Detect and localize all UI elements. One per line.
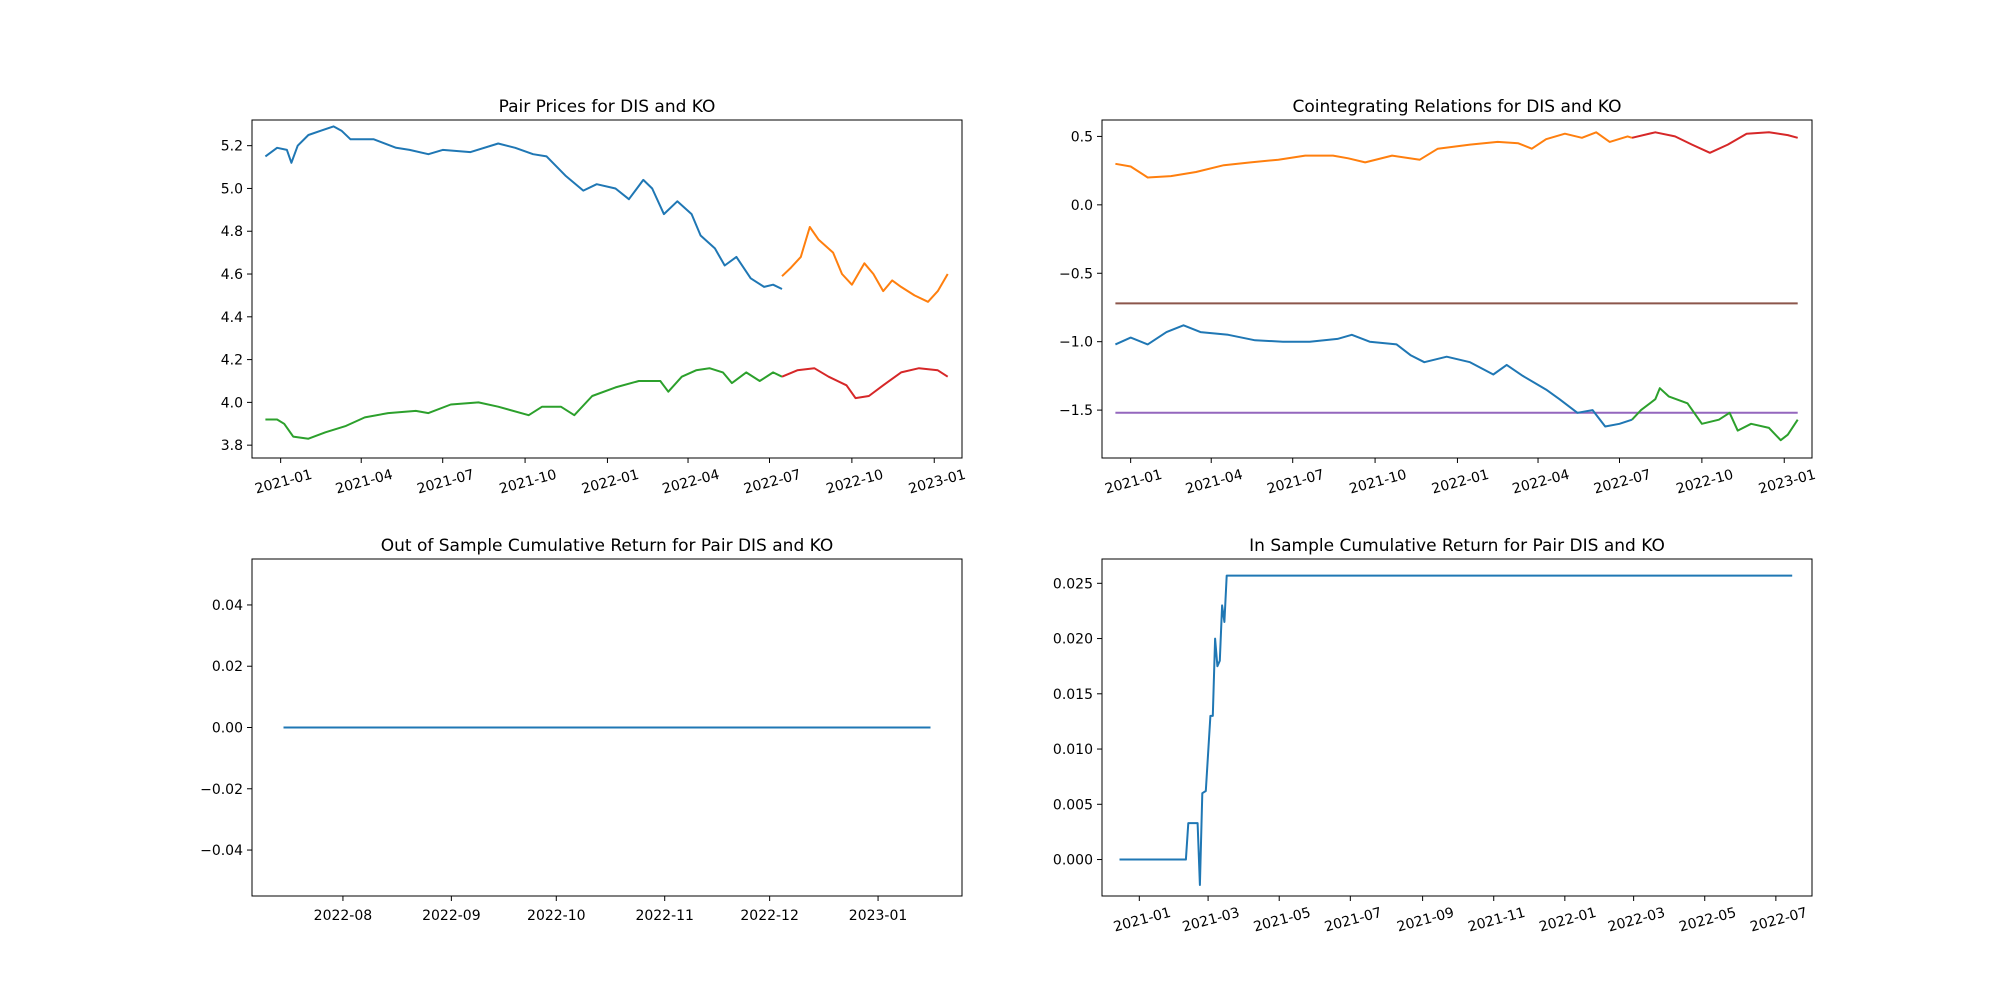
series-line-4: [1631, 131, 1798, 154]
y-tick-label: 4.2: [221, 353, 243, 369]
y-tick-label: 4.8: [221, 224, 243, 240]
chart-title: In Sample Cumulative Return for Pair DIS…: [1249, 536, 1665, 556]
x-tick-label: 2022-07: [1748, 905, 1809, 936]
x-tick-label: 2021-01: [253, 467, 314, 498]
series-line-2: [781, 226, 949, 303]
x-tick-label: 2022-04: [661, 467, 722, 498]
x-tick-label: 2022-11: [635, 908, 694, 924]
x-tick-label: 2022-07: [1592, 467, 1653, 498]
x-tick-label: 2022-09: [422, 908, 481, 924]
x-tick-label: 2021-09: [1395, 905, 1456, 936]
y-tick-label: 0.00: [212, 721, 243, 737]
x-tick-label: 2023-01: [849, 908, 908, 924]
y-tick-label: 0.010: [1053, 742, 1093, 758]
chart-title: Cointegrating Relations for DIS and KO: [1293, 97, 1622, 117]
chart-panel-4: In Sample Cumulative Return for Pair DIS…: [1053, 536, 1813, 936]
x-tick-label: 2022-07: [742, 467, 803, 498]
y-tick-label: 0.04: [212, 598, 243, 614]
series-line-1: [264, 125, 783, 290]
y-tick-label: 3.8: [221, 438, 243, 454]
x-tick-label: 2021-05: [1252, 905, 1313, 936]
chart-panel-2: Cointegrating Relations for DIS and KO −1…: [1059, 97, 1818, 497]
plot-frame: [251, 119, 963, 459]
x-tick-label: 2022-01: [580, 467, 641, 498]
x-tick-label: 2022-12: [740, 908, 799, 924]
x-tick-label: 2021-04: [1184, 467, 1245, 498]
x-tick-label: 2022-04: [1511, 467, 1572, 498]
x-tick-label: 2022-10: [1675, 467, 1736, 498]
chart-panel-3: Out of Sample Cumulative Return for Pair…: [200, 536, 963, 924]
x-tick-label: 2021-11: [1466, 905, 1527, 936]
y-tick-label: 0.0: [1071, 198, 1093, 214]
x-tick-label: 2022-10: [825, 467, 886, 498]
x-tick-label: 2023-01: [1757, 467, 1818, 498]
y-tick-label: 4.0: [221, 395, 243, 411]
y-tick-label: −1.0: [1059, 335, 1093, 351]
y-tick-label: 0.025: [1053, 576, 1093, 592]
y-tick-label: 0.020: [1053, 632, 1093, 648]
x-tick-label: 2021-03: [1181, 905, 1242, 936]
series-line-1: [1119, 574, 1793, 886]
y-tick-label: −1.5: [1059, 403, 1093, 419]
y-tick-label: 5.0: [221, 181, 243, 197]
x-tick-label: 2021-04: [334, 467, 395, 498]
series-line-6: [1631, 387, 1799, 442]
x-tick-label: 2021-10: [1348, 467, 1409, 498]
x-tick-label: 2022-08: [314, 908, 373, 924]
chart-title: Out of Sample Cumulative Return for Pair…: [381, 536, 834, 556]
chart-panel-1: Pair Prices for DIS and KO 3.8 4.0 4.2 4.4 4.…: [221, 97, 968, 497]
y-tick-label: 0.015: [1053, 687, 1093, 703]
x-tick-label: 2021-07: [1323, 905, 1384, 936]
y-tick-label: 4.4: [221, 310, 243, 326]
x-tick-label: 2023-01: [907, 467, 968, 498]
y-tick-label: 0.5: [1071, 129, 1093, 145]
y-tick-label: 0.005: [1053, 797, 1093, 813]
x-tick-label: 2022-01: [1537, 905, 1598, 936]
x-tick-label: 2021-01: [1103, 467, 1164, 498]
plot-frame: [1101, 119, 1813, 459]
x-tick-label: 2021-07: [415, 467, 476, 498]
y-tick-label: 5.2: [221, 139, 243, 155]
x-tick-label: 2021-10: [498, 467, 559, 498]
x-tick-label: 2022-05: [1677, 905, 1738, 936]
x-tick-label: 2021-01: [1112, 905, 1173, 936]
series-line-3: [265, 367, 783, 440]
x-tick-label: 2022-01: [1430, 467, 1491, 498]
chart-title: Pair Prices for DIS and KO: [499, 97, 716, 117]
y-tick-label: 4.6: [221, 267, 243, 283]
y-tick-label: −0.5: [1059, 266, 1093, 282]
y-tick-label: −0.04: [200, 843, 243, 859]
x-tick-label: 2022-10: [527, 908, 586, 924]
x-tick-label: 2022-03: [1606, 905, 1667, 936]
y-tick-label: 0.02: [212, 659, 243, 675]
series-line-3: [1115, 131, 1633, 179]
y-tick-label: −0.02: [200, 782, 243, 798]
series-line-5: [1114, 324, 1633, 428]
x-tick-label: 2021-07: [1265, 467, 1326, 498]
y-tick-label: 0.000: [1053, 853, 1093, 869]
plot-frame: [1101, 558, 1813, 897]
series-line-4: [781, 367, 949, 400]
